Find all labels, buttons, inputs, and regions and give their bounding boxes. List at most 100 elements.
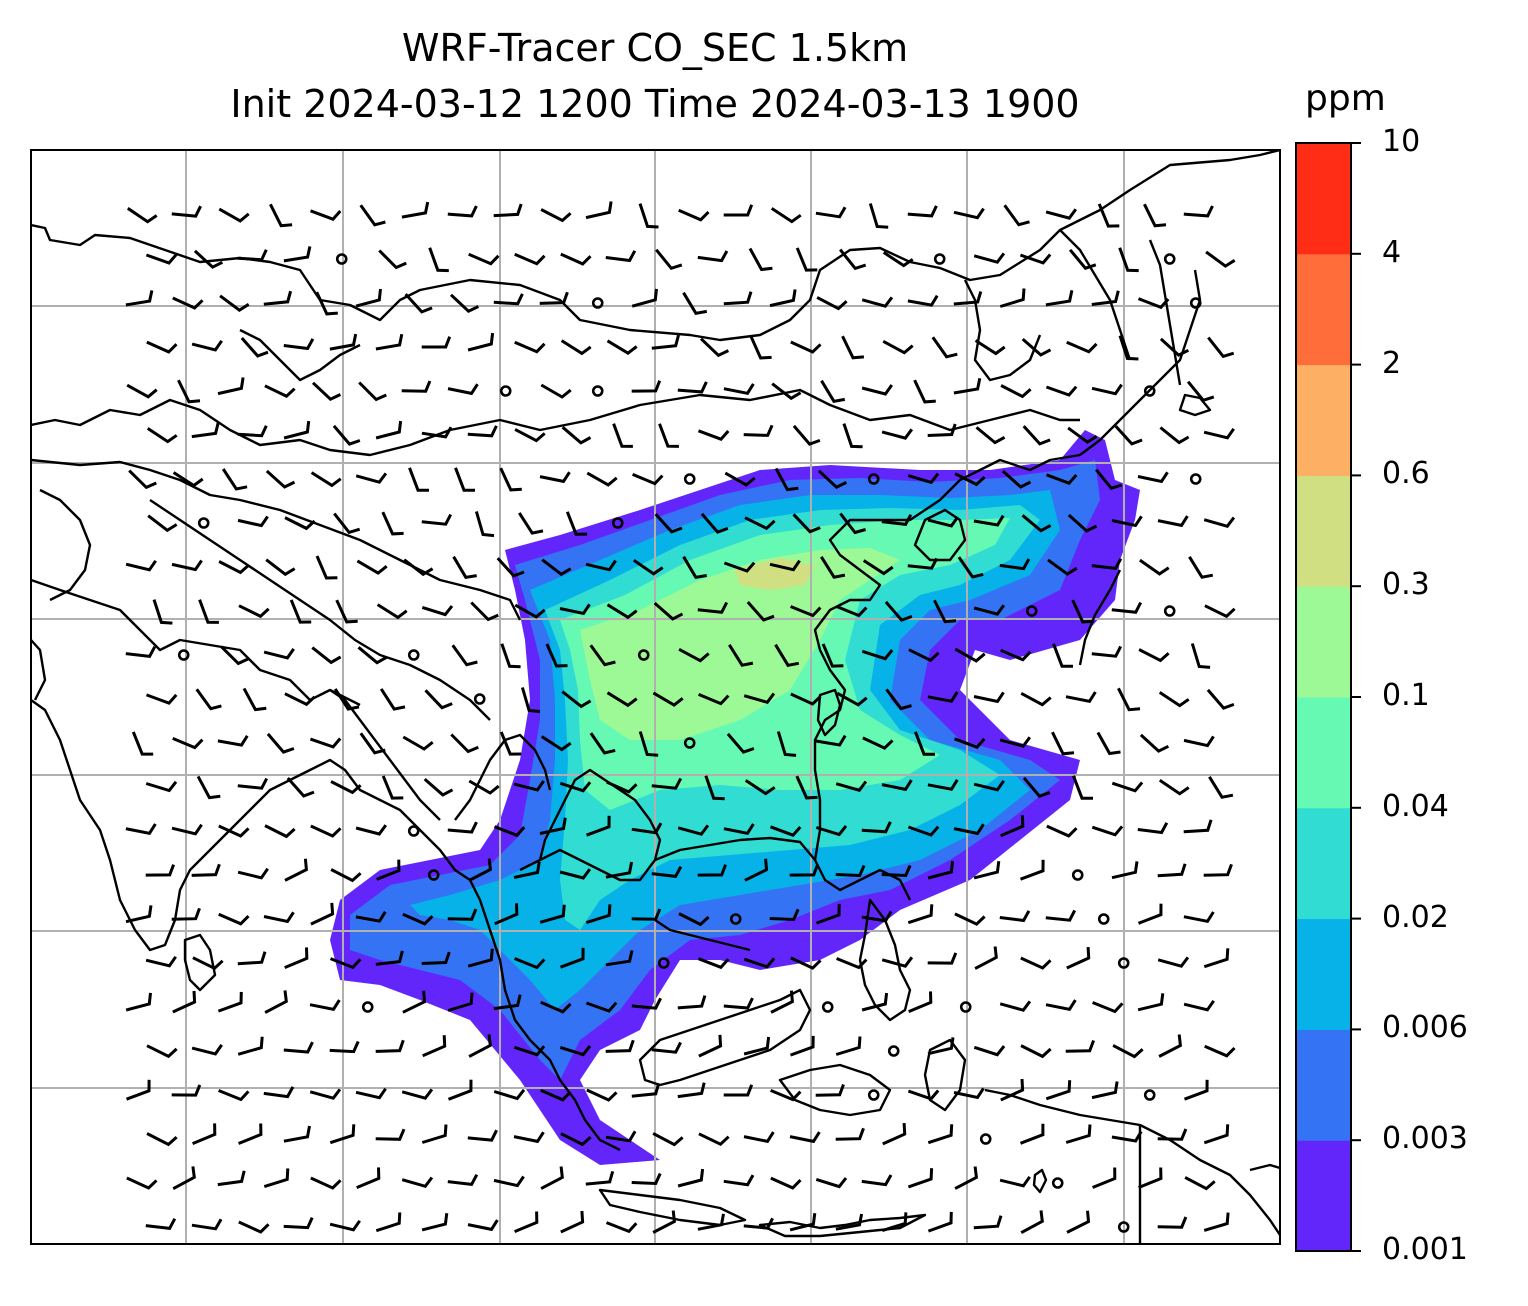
wind-barb: [836, 691, 868, 707]
wind-barb: [885, 688, 912, 711]
wind-barb: [240, 337, 269, 358]
wind-barb: [238, 1220, 270, 1234]
wind-barb: [631, 908, 662, 921]
wind-barb: [1138, 648, 1170, 663]
wind-barb: [468, 252, 500, 266]
wind-barb: [999, 1000, 1032, 1012]
wind-barb: [677, 824, 710, 836]
wind-barb: [403, 558, 434, 577]
wind-barb: [1111, 861, 1139, 880]
wind-barb: [375, 420, 403, 440]
wind-barb: [493, 1175, 525, 1188]
wind-barb: [881, 1212, 908, 1233]
wind-barb: [1046, 824, 1078, 838]
wind-barb: [329, 957, 362, 970]
calm-wind-marker: [1117, 957, 1130, 969]
wind-barb: [957, 556, 984, 579]
colorbar-segment: [1296, 253, 1351, 366]
wind-barb: [1157, 956, 1190, 968]
calm-wind-marker: [1189, 473, 1202, 485]
wind-barb: [467, 332, 495, 352]
wind-barb: [931, 336, 958, 359]
wind-barb: [1047, 558, 1078, 576]
wind-barb: [359, 204, 386, 227]
wind-barb: [907, 472, 940, 485]
wind-barb: [356, 1167, 381, 1189]
wind-barb: [283, 1216, 314, 1230]
wind-barb: [697, 601, 729, 614]
wind-barb: [518, 512, 544, 535]
wind-barb: [1184, 1176, 1216, 1191]
wind-barb: [559, 947, 585, 969]
wind-barb: [289, 599, 312, 624]
wind-barb: [1000, 1078, 1025, 1102]
wind-barb: [697, 1213, 725, 1231]
calm-wind-marker: [1117, 1221, 1130, 1233]
wind-barb: [1158, 779, 1190, 796]
wind-barb: [315, 291, 338, 316]
calm-wind-marker: [683, 737, 696, 749]
wind-barb: [653, 601, 684, 621]
wind-barb: [192, 1123, 217, 1145]
wind-barb: [1205, 250, 1236, 268]
wind-barb: [973, 1215, 1003, 1230]
colorbar-segment: [1296, 1029, 1351, 1141]
wind-barb: [881, 956, 914, 968]
wind-barb: [862, 736, 894, 750]
calm-wind-marker: [979, 1133, 992, 1145]
wind-barb: [933, 599, 957, 624]
wind-barb: [771, 382, 802, 401]
wind-barb: [514, 1211, 539, 1233]
wind-barb: [835, 780, 868, 793]
wind-barb: [743, 957, 776, 969]
wind-barb: [330, 780, 362, 795]
wind-barb: [927, 516, 959, 528]
wind-barb: [743, 692, 776, 705]
wind-barb: [171, 907, 201, 921]
wind-barb: [769, 289, 797, 308]
wind-barb: [774, 467, 799, 492]
wind-barb: [264, 990, 288, 1014]
wind-barb: [238, 604, 270, 619]
wind-barb: [651, 777, 683, 790]
wind-barb: [1204, 1044, 1236, 1058]
wind-barb: [1095, 468, 1123, 491]
wind-barb: [605, 1221, 638, 1234]
wind-barb: [1019, 1123, 1045, 1145]
wind-barb: [1114, 425, 1143, 446]
colorbar-segment: [1296, 697, 1351, 809]
wind-barb: [815, 206, 847, 219]
wind-barb: [540, 383, 572, 399]
calm-wind-marker: [729, 913, 742, 925]
wind-barb: [1157, 515, 1189, 528]
wind-barb: [606, 603, 638, 620]
wind-barb: [1071, 775, 1094, 800]
wind-barb: [974, 946, 998, 970]
wind-barb: [147, 514, 178, 533]
wind-barb: [467, 948, 494, 968]
wind-barb: [913, 731, 935, 756]
wind-barb: [315, 555, 338, 580]
wind-barb: [927, 423, 957, 437]
wind-barb: [494, 903, 519, 926]
wind-barb: [171, 823, 203, 836]
wind-barb: [697, 429, 730, 441]
wind-barb: [907, 557, 939, 570]
wind-barb: [769, 908, 800, 922]
wind-barb: [329, 1040, 360, 1054]
wind-barb: [513, 1045, 546, 1057]
wind-barb: [913, 379, 936, 404]
wind-barb: [191, 422, 220, 439]
wind-barb: [540, 1000, 572, 1014]
calm-wind-marker: [427, 869, 440, 881]
wind-barb: [1091, 290, 1120, 306]
wind-barb: [468, 779, 500, 795]
wind-barb: [770, 1176, 802, 1190]
wind-barb: [447, 908, 478, 921]
wind-barb: [565, 511, 588, 536]
wind-barb: [769, 559, 801, 572]
wind-barb: [999, 910, 1031, 923]
wind-barb: [1092, 1167, 1117, 1189]
wind-barb: [284, 516, 316, 531]
calm-wind-marker: [1163, 253, 1176, 265]
